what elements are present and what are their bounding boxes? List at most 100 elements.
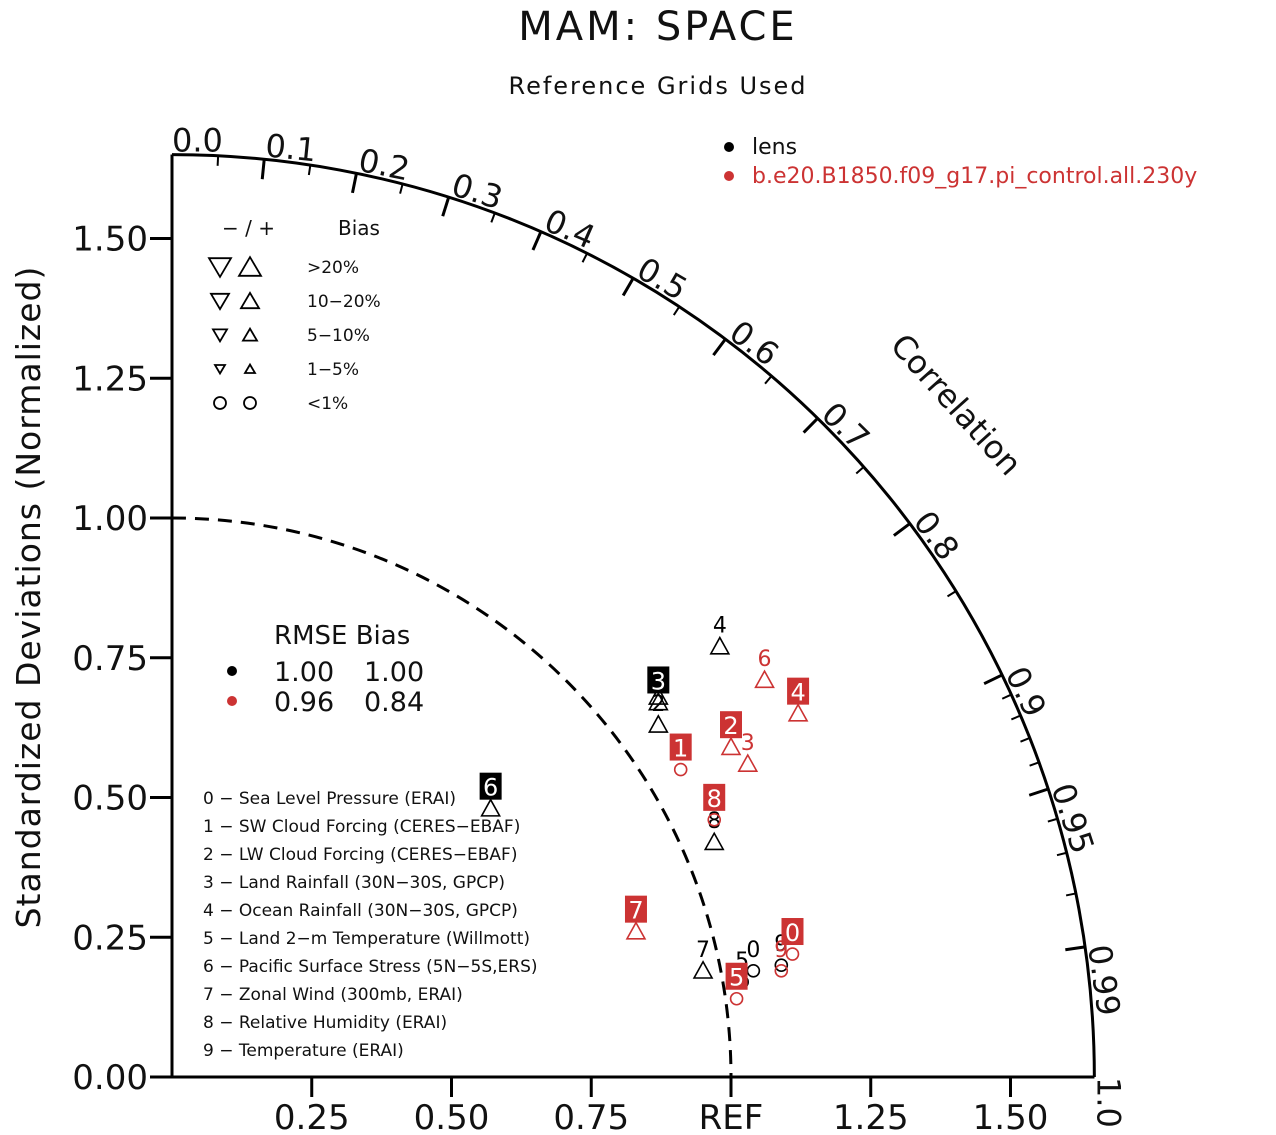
bias-down-triangle [209, 292, 231, 311]
case-list-item: 5 − Land 2−m Temperature (Willmott) [203, 929, 530, 949]
x-tick-label: 0.75 [553, 1098, 629, 1135]
x-tick-label: 1.50 [973, 1098, 1049, 1135]
data-label-box [725, 962, 748, 990]
bias-circle [213, 396, 227, 410]
corr-major-tick [351, 172, 358, 194]
corr-minor-tick [307, 164, 312, 176]
data-label-box [647, 666, 670, 694]
correlation-axis-label: Correlation [883, 326, 1029, 483]
data-point-label: 3 [651, 667, 666, 695]
x-tick-label: 1.25 [833, 1098, 909, 1135]
corr-major-tick [1065, 945, 1086, 952]
corr-tick-label: 0.8 [906, 504, 967, 568]
reference-arc [171, 516, 733, 1078]
corr-minor-tick [946, 590, 957, 598]
corr-minor-tick [399, 183, 404, 194]
data-marker-circle [673, 762, 688, 777]
data-marker-triangle [709, 635, 731, 655]
x-tick-label: REF [699, 1098, 764, 1135]
data-marker-circle [785, 947, 800, 961]
corr-minor-tick [672, 306, 681, 316]
data-point-label: 6 [758, 647, 772, 672]
bias-legend-row-label: >20% [307, 258, 359, 278]
data-marker-triangle [737, 753, 759, 772]
corr-minor-tick [1056, 851, 1067, 857]
corr-major-tick [531, 231, 543, 251]
bias-down-triangle [207, 257, 233, 279]
data-label-box [787, 677, 810, 705]
data-point-label: 9 [774, 938, 788, 963]
data-marker-circle [707, 813, 722, 827]
series-legend: lens b.e20.B1850.f09_g17.pi_control.all.… [724, 135, 1197, 189]
data-point-label: 0 [785, 919, 800, 947]
bias-value-model: 0.84 [364, 687, 424, 718]
data-label-box [479, 772, 502, 800]
bias-legend-signs: − / + [222, 216, 275, 240]
data-point-label: 2 [651, 692, 665, 717]
bias-down-triangle [213, 364, 227, 376]
data-label-box [624, 895, 647, 923]
y-tick-label: 0.75 [72, 639, 148, 679]
data-marker-triangle [647, 714, 669, 733]
data-point-label: 6 [483, 774, 498, 802]
data-label-box [781, 918, 804, 946]
corr-tick-label: 0.5 [631, 250, 694, 308]
corr-tick-label: 0.0 [172, 122, 223, 160]
rmse-value-model: 0.96 [274, 687, 334, 718]
legend-label-lens: lens [752, 135, 797, 160]
bias-legend: − / + Bias >20% 10−20% 5−10% 1−5% <1% [207, 216, 381, 414]
x-tick-label: 0.50 [414, 1098, 490, 1135]
bias-legend-row-label: 5−10% [307, 326, 370, 346]
case-list-item: 0 − Sea Level Pressure (ERAI) [203, 789, 456, 809]
data-point-label: 8 [707, 785, 722, 813]
y-tick-label: 1.50 [72, 220, 148, 260]
corr-tick-label: 0.9 [998, 661, 1054, 723]
corr-tick-label: 0.6 [722, 313, 786, 374]
bias-up-triangle [241, 326, 259, 342]
data-label-box [669, 733, 692, 761]
bias-up-triangle [237, 255, 263, 277]
corr-major-tick [892, 522, 911, 537]
axes: 0.000.250.500.751.001.251.500.25 0.50 0.75… [72, 153, 1096, 1135]
data-marker-circle [774, 958, 789, 973]
case-list-item: 3 − Land Rainfall (30N−30S, GPCP) [203, 873, 505, 893]
data-point-label: 4 [790, 679, 805, 707]
y-axis-label: Standardized Deviations (Normalized) [9, 266, 48, 929]
bias-down-triangle [211, 328, 229, 344]
rmse-dot-model [227, 696, 237, 706]
data-point-label: 5 [729, 964, 744, 992]
corr-major-tick [441, 196, 451, 217]
y-tick-label: 0.25 [72, 918, 148, 958]
data-marker-triangle [625, 921, 647, 940]
corr-tick-label: 0.3 [447, 166, 507, 218]
data-marker-triangle [647, 691, 669, 711]
x-tick-label: 0.25 [274, 1098, 350, 1135]
corr-minor-tick [1047, 817, 1058, 823]
case-list-item: 8 − Relative Humidity (ERAI) [203, 1013, 447, 1033]
data-label-box [720, 711, 742, 739]
bias-legend-title: Bias [338, 216, 380, 240]
case-list-item: 4 − Ocean Rainfall (30N−30S, GPCP) [203, 901, 518, 921]
data-marker-circle [774, 963, 789, 978]
case-list: 0 − Sea Level Pressure (ERAI) 1 − SW Clou… [203, 789, 538, 1061]
corr-tick-label: 0.4 [539, 201, 601, 256]
corr-tick-label: 0.1 [264, 126, 318, 169]
data-point-label: 3 [741, 731, 755, 756]
corr-minor-tick [216, 155, 220, 166]
case-list-item: 2 − LW Cloud Forcing (CERES−EBAF) [203, 845, 517, 865]
rmse-legend: RMSE Bias 1.00 1.00 0.96 0.84 [227, 621, 424, 718]
corr-minor-tick [1020, 737, 1031, 743]
corr-minor-tick [490, 212, 496, 223]
bias-value-lens: 1.00 [364, 657, 424, 688]
data-point-label: 2 [723, 712, 738, 740]
chart-subtitle: Reference Grids Used [508, 72, 807, 100]
corr-major-tick [983, 673, 1003, 686]
legend-dot-model [724, 171, 734, 181]
data-marker-triangle [754, 669, 775, 689]
data-point-label: 7 [628, 897, 643, 925]
outer-arc [171, 153, 1096, 1078]
y-tick-label: 1.25 [72, 359, 148, 399]
case-list-item: 9 − Temperature (ERAI) [203, 1041, 404, 1061]
data-marker-triangle [480, 798, 501, 817]
